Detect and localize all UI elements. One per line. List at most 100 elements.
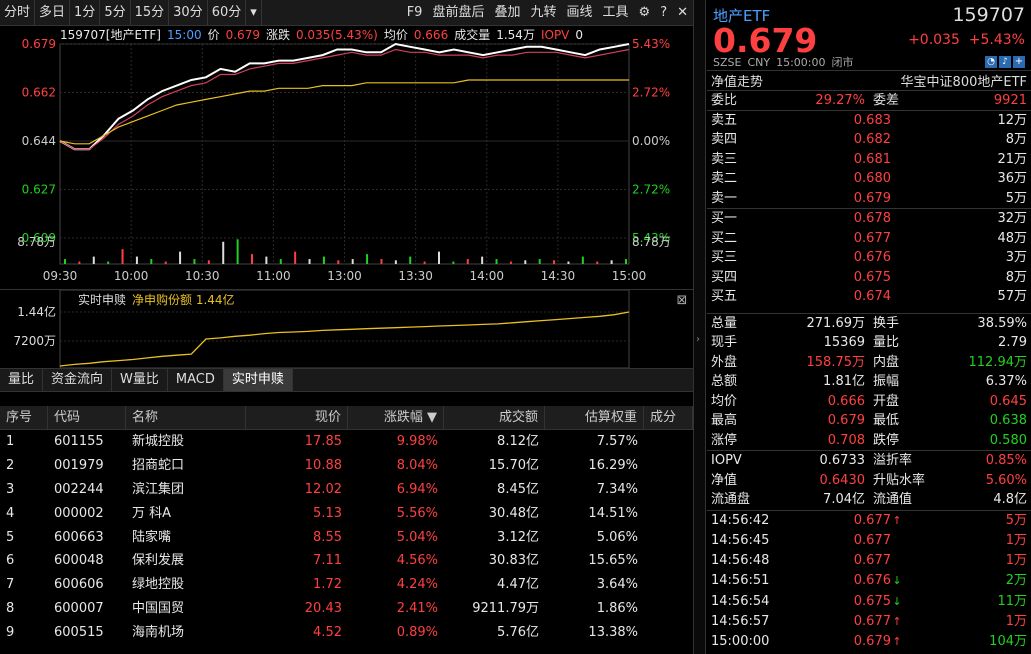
bid-row-0[interactable]: 买一 0.678 32万: [707, 209, 1031, 229]
cell-5: 3.12亿: [497, 529, 539, 545]
panel-divider[interactable]: ›: [693, 0, 706, 654]
table-header: 序号 代码 名称 现价 涨跌幅 ▼ 成交额 估算权重 成分: [0, 406, 693, 430]
ask-row-4[interactable]: 卖一 0.679 5万: [707, 189, 1031, 209]
settings-gear-icon[interactable]: ⚙: [638, 4, 651, 20]
volume-bar: [193, 259, 196, 264]
ask-row-1[interactable]: 卖四 0.682 8万: [707, 130, 1031, 150]
chart-time: 15:00: [167, 28, 202, 42]
col-header-1[interactable]: 代码: [48, 406, 126, 429]
table-row[interactable]: 6 600048 保利发展 7.11 4.56% 30.83亿 15.65%: [0, 549, 693, 573]
bid-book: 买一 0.678 32万 买二 0.677 48万 买三 0.676 3万 买四 0.675 8万 买五…: [707, 208, 1031, 307]
col-header-2[interactable]: 名称: [126, 406, 246, 429]
table-row[interactable]: 4 000002 万 科A 5.13 5.56% 30.48亿 14.51%: [0, 502, 693, 526]
bid-row-1[interactable]: 买二 0.677 48万: [707, 229, 1031, 249]
stat2-row-1: 净值 0.6430 升贴水率 5.60%: [707, 471, 1031, 491]
cell-7: [644, 573, 693, 597]
col-header-3[interactable]: 现价: [246, 406, 348, 429]
stat2-value: 5.60%: [985, 472, 1027, 488]
col-header-7[interactable]: 成分: [644, 406, 693, 429]
table-row[interactable]: 8 600007 中国国贸 20.43 2.41% 9211.79万 1.86%: [0, 597, 693, 621]
wb-label: 委比: [711, 93, 738, 108]
toolbar-right-3[interactable]: 九转: [530, 4, 557, 20]
col-header-0[interactable]: 序号: [0, 406, 48, 429]
ask-row-4-vol: 5万: [1005, 190, 1027, 206]
ask-row-2[interactable]: 卖三 0.681 21万: [707, 150, 1031, 170]
table-row[interactable]: 5 600663 陆家嘴 8.55 5.04% 3.12亿 5.06%: [0, 526, 693, 550]
bid-row-4[interactable]: 买五 0.674 57万: [707, 287, 1031, 307]
more-periods-button[interactable]: ▾: [246, 0, 262, 26]
bid-row-3[interactable]: 买四 0.675 8万: [707, 268, 1031, 288]
toolbar-right-2[interactable]: 叠加: [494, 4, 521, 20]
ask-row-1-vol: 8万: [1005, 132, 1027, 147]
tick-row-6: 15:00:00 0.679 ↑ 104万: [707, 632, 1031, 652]
period-tab-2[interactable]: 1分: [70, 0, 101, 26]
bid-row-2[interactable]: 买三 0.676 3万: [707, 248, 1031, 268]
table-row[interactable]: 9 600515 海南机场 4.52 0.89% 5.76亿 13.38%: [0, 621, 693, 645]
alarm-icon[interactable]: ♪: [999, 56, 1011, 68]
cell-1: 600606: [54, 577, 104, 593]
x-tick: 09:30: [43, 269, 78, 283]
period-tab-0[interactable]: 分时: [0, 0, 36, 26]
tick-arrow-icon: ↓: [892, 594, 902, 608]
alert-bell-icon[interactable]: ◔: [985, 56, 997, 68]
table-row[interactable]: 3 002244 滨江集团 12.02 6.94% 8.45亿 7.34%: [0, 478, 693, 502]
tick-arrow-icon: ↑: [892, 513, 902, 527]
ask-row-3[interactable]: 卖二 0.680 36万: [707, 169, 1031, 189]
cell-2: 滨江集团: [132, 481, 185, 497]
help-icon[interactable]: ?: [660, 4, 668, 20]
tick-time: 14:56:45: [711, 532, 770, 548]
stat-label: 内盘: [873, 354, 900, 370]
trend-label[interactable]: 净值走势: [711, 75, 764, 90]
stat2-row-0: IOPV 0.6733 溢折率 0.85%: [707, 451, 1031, 471]
tick-row-4: 14:56:54 0.675 ↓ 11万: [707, 592, 1031, 612]
period-tab-1[interactable]: 多日: [35, 0, 71, 26]
sub-close-icon[interactable]: ⊠: [677, 293, 688, 308]
cell-3: 10.88: [304, 457, 342, 473]
x-tick: 13:30: [398, 269, 433, 283]
period-tab-4[interactable]: 15分: [131, 0, 170, 26]
volume-bar: [279, 259, 282, 264]
etf-name: 地产ETF: [713, 6, 771, 25]
table-row[interactable]: 1 601155 新城控股 17.85 9.98% 8.12亿 7.57%: [0, 430, 693, 454]
close-icon[interactable]: ✕: [677, 4, 688, 20]
stat-label: 均价: [711, 393, 738, 409]
tab-3[interactable]: MACD: [168, 369, 224, 391]
tab-0[interactable]: 量比: [0, 369, 44, 391]
indicator-tabs: 量比 资金流向 W量比 MACD 实时申赎: [0, 368, 693, 392]
ask-row-0[interactable]: 卖五 0.683 12万: [707, 111, 1031, 131]
col-header-4[interactable]: 涨跌幅 ▼: [348, 406, 444, 429]
volume-bar: [236, 239, 239, 264]
bid-row-2-price: 0.676: [853, 250, 891, 265]
col-header-5[interactable]: 成交额: [444, 406, 545, 429]
toolbar-right-5[interactable]: 工具: [602, 4, 629, 20]
add-watch-icon[interactable]: +: [1013, 56, 1025, 68]
toolbar-right-1[interactable]: 盘前盘后: [432, 4, 485, 20]
tab-4[interactable]: 实时申赎: [223, 369, 293, 391]
bid-row-2-label: 买三: [711, 250, 738, 265]
table-row[interactable]: 7 600606 绿地控股 1.72 4.24% 4.47亿 3.64%: [0, 573, 693, 597]
collapse-arrow-icon[interactable]: ›: [696, 334, 700, 345]
toolbar-right-0[interactable]: F9: [406, 4, 423, 20]
tick-list: 14:56:42 0.677 ↑ 5万 14:56:45 0.677 1万 14:56:48 0…: [707, 509, 1031, 653]
stat-left: 外盘 158.75万: [707, 353, 869, 373]
tick-row-3: 14:56:51 0.676 ↓ 2万: [707, 571, 1031, 591]
tab-2[interactable]: W量比: [112, 369, 168, 391]
tick-price: 0.677: [853, 553, 891, 569]
cell-6: 1.86%: [596, 601, 638, 617]
col-header-6[interactable]: 估算权重: [545, 406, 644, 429]
period-tab-5[interactable]: 30分: [169, 0, 208, 26]
table-row[interactable]: 2 001979 招商蛇口 10.88 8.04% 15.70亿 16.29%: [0, 454, 693, 478]
ask-row-3-vol: 36万: [997, 171, 1027, 186]
toolbar-right-4[interactable]: 画线: [566, 4, 593, 20]
cell-5: 30.48亿: [488, 505, 539, 521]
stat2-value: 0.6733: [819, 453, 866, 468]
stat-label: 涨停: [711, 432, 738, 448]
period-tab-6[interactable]: 60分: [208, 0, 247, 26]
stat-value: 0.679: [827, 413, 865, 428]
tab-1[interactable]: 资金流向: [43, 369, 113, 391]
volume-bar: [610, 260, 613, 264]
period-tab-3[interactable]: 5分: [100, 0, 131, 26]
stat-value: 0.708: [827, 432, 865, 448]
bid-row-3-vol: 8万: [1005, 269, 1027, 285]
cell-7: [644, 597, 693, 621]
